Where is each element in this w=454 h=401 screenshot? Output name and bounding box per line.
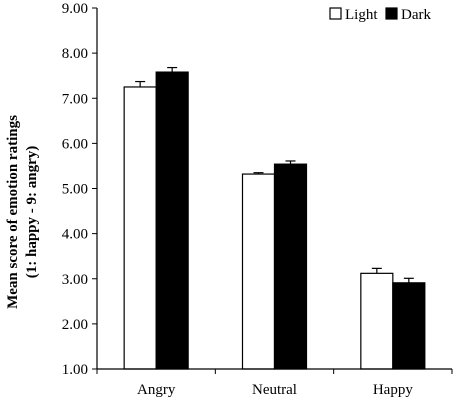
bar-dark [392,282,426,370]
legend-swatch-light [329,7,342,20]
legend-label-light: Light [345,7,378,23]
bars [123,66,426,370]
bar-light [123,86,157,370]
bar-light [360,272,394,370]
y-tick-label: 2.00 [62,317,88,333]
y-axis-label-line-1: Mean score of emotion ratings [5,115,21,309]
y-axis: 1.00 2.00 3.00 4.00 5.00 6.00 7.00 8.00 9.00 [62,1,98,378]
y-tick-label: 5.00 [62,182,88,198]
y-tick-label: 6.00 [62,136,88,152]
legend-swatch-dark [385,7,398,20]
legend: Light Dark [329,7,431,23]
bar-light [241,173,276,370]
bar-dark [155,71,189,370]
y-tick-label: 1.00 [62,362,88,378]
y-tick-label: 8.00 [62,46,88,62]
x-axis: Angry Neutral Happy [96,368,453,398]
legend-label-dark: Dark [401,7,431,23]
y-tick-label: 3.00 [62,272,88,288]
y-tick-label: 4.00 [62,227,88,243]
y-axis-label: Mean score of emotion ratings (1: happy … [5,115,40,309]
x-category-label: Happy [373,382,413,398]
x-category-label: Angry [137,382,176,398]
x-category-label: Neutral [252,382,297,398]
bar-dark [273,163,308,370]
y-tick-label: 7.00 [62,91,88,107]
y-axis-label-line-2: (1: happy - 9: angry) [24,146,40,279]
y-tick-label: 9.00 [62,1,88,17]
